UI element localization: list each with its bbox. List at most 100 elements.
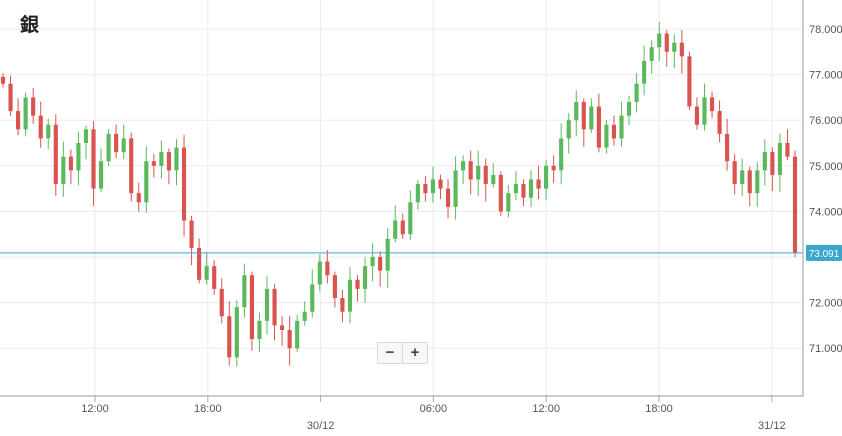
candle <box>242 263 247 318</box>
candle-body <box>181 147 187 221</box>
candle-body <box>287 329 292 349</box>
candle <box>189 215 194 266</box>
candle-body <box>174 147 179 171</box>
candle <box>332 271 337 308</box>
candle-body <box>347 279 353 312</box>
candle-body <box>16 111 21 130</box>
candle-body <box>672 42 677 52</box>
candle <box>249 271 254 351</box>
candle <box>732 154 737 195</box>
candle-body <box>38 115 43 139</box>
candle <box>302 301 307 326</box>
grid-layer <box>0 0 803 396</box>
candle-body <box>295 320 300 349</box>
candle <box>408 190 413 241</box>
candle <box>151 154 156 178</box>
candle-body <box>31 97 36 116</box>
candle-body <box>234 307 239 358</box>
candle <box>611 115 617 146</box>
zoom-in-button[interactable]: + <box>402 343 427 363</box>
candle-body <box>755 170 760 194</box>
candle-body <box>521 184 526 198</box>
candle <box>46 118 51 149</box>
candle <box>317 254 322 292</box>
candle-body <box>506 193 511 212</box>
last-price-label: 73.091 <box>809 249 840 260</box>
zoom-out-button[interactable]: − <box>385 344 395 361</box>
candle <box>295 314 300 352</box>
zoom-controls: − + <box>377 342 428 364</box>
x-tick-label: 18:00 <box>645 403 673 415</box>
candle <box>664 29 669 67</box>
candle-body <box>777 143 782 175</box>
candle-body <box>725 133 730 162</box>
candle <box>483 158 488 202</box>
candle <box>23 92 28 137</box>
candle-body <box>355 279 360 289</box>
candle-body <box>702 97 707 125</box>
candle-body <box>574 101 579 121</box>
candle-body <box>310 284 315 312</box>
candle-body <box>272 288 277 326</box>
candle-body <box>544 165 549 189</box>
candle <box>740 158 745 196</box>
candle-body <box>189 220 194 248</box>
candle-body <box>694 106 700 125</box>
candle-body <box>129 138 134 194</box>
candle <box>430 166 436 203</box>
candle <box>634 73 639 113</box>
candle-body <box>242 275 247 308</box>
candle <box>310 269 315 318</box>
candle-body <box>423 184 428 194</box>
candle-body <box>340 298 345 312</box>
candle-body <box>114 133 119 153</box>
candle-body <box>257 320 262 340</box>
candle <box>362 256 368 303</box>
candle <box>159 140 164 179</box>
candle <box>98 148 104 193</box>
candle-body <box>468 161 473 180</box>
candle-body <box>98 161 104 189</box>
candle <box>574 90 579 137</box>
chart-title-text: 銀 <box>20 14 40 36</box>
candle <box>566 113 571 154</box>
candle-body <box>709 97 715 112</box>
candle <box>378 251 383 287</box>
candle-body <box>204 266 209 280</box>
candle <box>709 91 715 119</box>
candle <box>0 73 6 88</box>
candle-body <box>106 133 111 162</box>
candle <box>106 129 111 167</box>
candle <box>38 101 43 148</box>
candle <box>626 96 632 125</box>
candle <box>461 155 466 185</box>
candle <box>604 119 609 154</box>
candle-body <box>770 152 775 175</box>
x-tick-label: 31/12 <box>758 420 786 432</box>
candle-body <box>611 124 617 139</box>
candle <box>400 213 405 239</box>
candle-body <box>325 261 330 276</box>
candle-body <box>23 97 28 130</box>
candle <box>174 139 179 186</box>
candle <box>559 123 564 185</box>
candle-body <box>438 179 443 189</box>
candle-body <box>747 170 752 194</box>
candle-body <box>596 106 601 148</box>
candle-body <box>559 138 564 171</box>
y-tick-label: 76.000 <box>809 115 842 127</box>
candle-body <box>551 165 556 171</box>
candle <box>287 316 292 366</box>
candle <box>136 182 141 212</box>
candle <box>747 166 752 206</box>
candle-body <box>483 165 488 185</box>
candle-body <box>415 184 420 203</box>
candle <box>725 118 730 171</box>
x-tick-label: 30/12 <box>307 420 335 432</box>
candle <box>264 276 270 335</box>
candle <box>506 184 511 218</box>
candle-body <box>166 152 172 171</box>
candle <box>181 134 187 237</box>
